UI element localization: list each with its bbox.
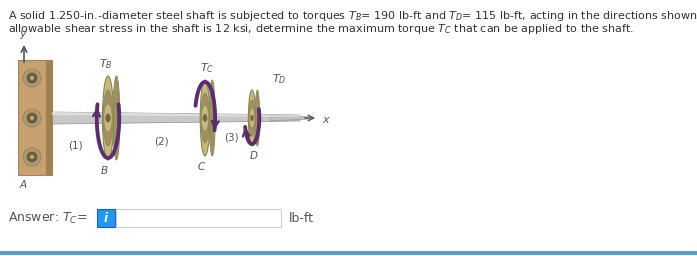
Ellipse shape	[250, 108, 254, 128]
Circle shape	[30, 116, 34, 120]
Circle shape	[27, 73, 37, 83]
Circle shape	[23, 109, 41, 127]
Ellipse shape	[103, 90, 113, 146]
Polygon shape	[52, 112, 300, 117]
Text: B: B	[100, 166, 107, 176]
Text: (2): (2)	[154, 136, 169, 146]
Ellipse shape	[249, 100, 255, 136]
Circle shape	[23, 148, 41, 166]
Text: i: i	[104, 211, 108, 225]
Ellipse shape	[200, 80, 210, 156]
Bar	[18, 60, 52, 175]
Ellipse shape	[255, 90, 260, 146]
Ellipse shape	[250, 115, 254, 121]
FancyBboxPatch shape	[116, 209, 281, 227]
Text: (3): (3)	[224, 133, 239, 143]
Ellipse shape	[104, 104, 112, 132]
Circle shape	[27, 113, 37, 123]
Text: A: A	[20, 180, 27, 190]
Text: allowable shear stress in the shaft is 12 ksi, determine the maximum torque $T_C: allowable shear stress in the shaft is 1…	[8, 22, 634, 36]
Ellipse shape	[201, 105, 208, 131]
Bar	[46, 60, 52, 175]
Ellipse shape	[113, 76, 120, 160]
FancyBboxPatch shape	[97, 209, 115, 227]
Ellipse shape	[248, 90, 256, 146]
Ellipse shape	[102, 76, 114, 160]
Circle shape	[30, 155, 34, 159]
Circle shape	[30, 76, 34, 80]
Ellipse shape	[209, 80, 215, 156]
Text: $T_D$: $T_D$	[272, 72, 286, 86]
Text: y: y	[20, 29, 26, 39]
Text: C: C	[197, 162, 205, 172]
Ellipse shape	[105, 114, 111, 122]
Text: A solid 1.250-in.-diameter steel shaft is subjected to torques $T_B$= 190 lb-ft : A solid 1.250-in.-diameter steel shaft i…	[8, 9, 697, 23]
Text: D: D	[250, 151, 258, 161]
Text: $T_C$: $T_C$	[200, 61, 214, 75]
Text: lb-ft: lb-ft	[289, 211, 314, 225]
Circle shape	[27, 152, 37, 162]
Ellipse shape	[203, 114, 207, 122]
Polygon shape	[52, 112, 300, 124]
Text: (1): (1)	[68, 140, 82, 150]
Bar	[0, 251, 697, 255]
Ellipse shape	[201, 93, 209, 143]
Text: $T_B$: $T_B$	[99, 57, 113, 71]
Polygon shape	[270, 115, 310, 121]
Text: Answer: $T_C$=: Answer: $T_C$=	[8, 210, 89, 226]
Text: x: x	[322, 115, 328, 125]
Circle shape	[23, 69, 41, 87]
